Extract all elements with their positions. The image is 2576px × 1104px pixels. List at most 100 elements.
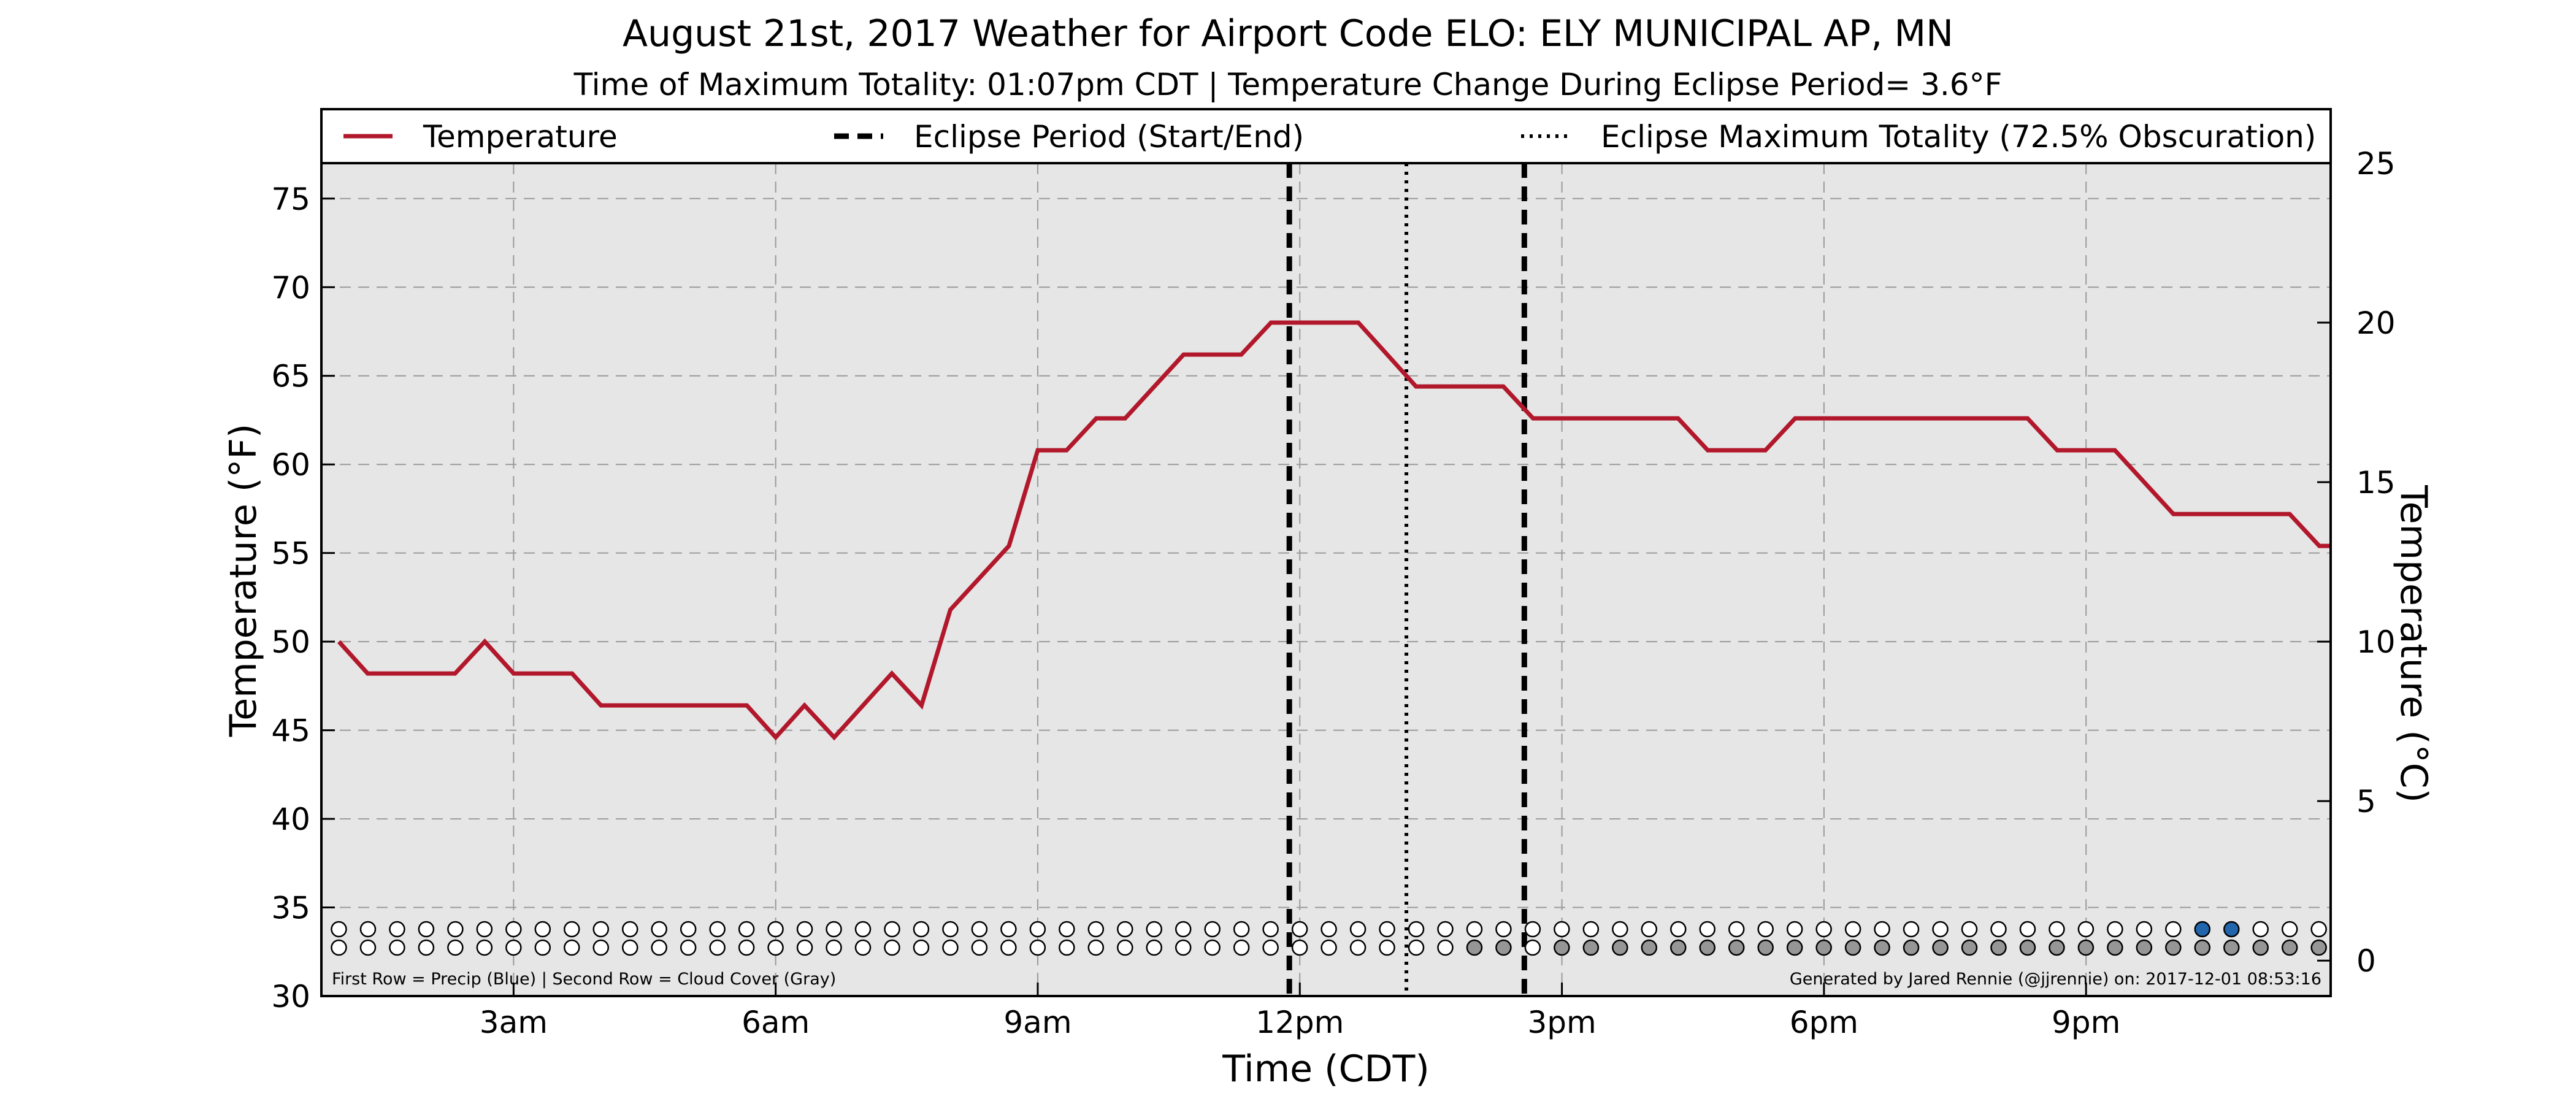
grid-lines	[321, 163, 2331, 996]
precip-indicator	[1874, 921, 1890, 938]
cloud-indicator	[1321, 939, 1337, 956]
precip-indicator	[942, 921, 959, 938]
cloud-indicator	[884, 939, 900, 956]
precip-indicator	[1408, 921, 1425, 938]
cloud-indicator	[534, 939, 551, 956]
cloud-indicator	[2049, 939, 2065, 956]
cloud-indicator	[1175, 939, 1192, 956]
x-tick-label: 9pm	[2052, 1005, 2120, 1040]
cloud-indicator	[1524, 939, 1541, 956]
cloud-indicator	[1087, 939, 1105, 956]
cloud-indicator	[1815, 939, 1832, 956]
x-tick-label: 12pm	[1255, 1005, 1344, 1040]
precip-indicator	[1641, 921, 1658, 938]
cloud-indicator	[651, 939, 667, 956]
precip-indicator	[971, 921, 988, 938]
precip-indicator	[1349, 921, 1367, 938]
cloud-indicator	[2194, 939, 2211, 956]
precip-indicator	[2194, 921, 2211, 938]
legend-label: Temperature	[423, 119, 618, 155]
cloud-indicator	[476, 939, 493, 956]
precip-indicator	[1670, 921, 1687, 938]
precip-indicator	[1932, 921, 1949, 938]
precip-indicator	[1233, 921, 1250, 938]
precip-indicator	[389, 921, 405, 938]
cloud-indicator	[1437, 939, 1454, 956]
precip-indicator	[2136, 921, 2153, 938]
y-right-tick-label: 25	[2356, 146, 2396, 182]
cloud-indicator	[709, 939, 726, 956]
cloud-indicator	[1495, 939, 1512, 956]
legend-label: Eclipse Maximum Totality (72.5% Obscurat…	[1601, 119, 2316, 155]
y-tick-label: 70	[271, 270, 310, 305]
cloud-indicator	[1844, 939, 1861, 956]
precip-indicator	[1844, 921, 1861, 938]
cloud-indicator	[621, 939, 638, 956]
precip-indicator	[913, 921, 930, 938]
precip-indicator	[534, 921, 551, 938]
precip-indicator	[418, 921, 435, 938]
cloud-indicator	[971, 939, 988, 956]
cloud-indicator	[1291, 939, 1308, 956]
cloud-indicator	[1233, 939, 1250, 956]
precip-indicator	[1262, 921, 1279, 938]
y-tick-label: 30	[271, 979, 310, 1014]
cloud-indicator	[1204, 939, 1221, 956]
x-tick-label: 9am	[1003, 1005, 1071, 1040]
precip-indicator	[1291, 921, 1308, 938]
precip-indicator	[796, 921, 813, 938]
precip-indicator	[2019, 921, 2036, 938]
x-tick-label: 3am	[480, 1005, 548, 1040]
cloud-indicator	[2252, 939, 2269, 956]
precip-indicator	[826, 921, 842, 938]
cloud-indicator	[2107, 939, 2123, 956]
y-tick-label: 35	[271, 891, 310, 926]
precip-indicator	[1524, 921, 1541, 938]
y-right-tick-label: 0	[2356, 943, 2376, 979]
precip-indicator	[1961, 921, 1978, 938]
precip-indicator	[1786, 921, 1803, 938]
precip-indicator	[651, 921, 667, 938]
precip-indicator	[476, 921, 493, 938]
cloud-indicator	[1641, 939, 1658, 956]
cloud-indicator	[2281, 939, 2298, 956]
precip-indicator	[1437, 921, 1454, 938]
legend: Temperature Eclipse Period (Start/End) Ecl…	[343, 119, 2316, 155]
precip-indicator	[1903, 921, 1920, 938]
precip-indicator	[738, 921, 755, 938]
cloud-indicator	[1059, 939, 1075, 956]
precip-indicator	[2165, 921, 2182, 938]
cloud-indicator	[1379, 939, 1395, 956]
y-tick-label: 65	[271, 359, 310, 394]
cloud-indicator	[564, 939, 580, 956]
cloud-indicator	[1990, 939, 2007, 956]
cloud-indicator	[2223, 939, 2240, 956]
cloud-indicator	[1408, 939, 1425, 956]
x-tick-label: 3pm	[1527, 1005, 1596, 1040]
temperature-line	[337, 320, 2331, 741]
cloud-indicator	[2077, 939, 2095, 956]
precip-indicator	[1029, 921, 1046, 938]
precip-indicator	[1379, 921, 1395, 938]
cloud-indicator	[331, 939, 347, 956]
precip-indicator	[621, 921, 638, 938]
y-right-tick-label: 10	[2356, 624, 2396, 660]
cloud-indicator	[738, 939, 755, 956]
cloud-indicator	[1786, 939, 1803, 956]
y-tick-label: 55	[271, 536, 310, 572]
cloud-indicator	[1000, 939, 1017, 956]
precip-indicator	[2049, 921, 2065, 938]
cloud-indicator	[913, 939, 930, 956]
y-right-tick-label: 20	[2356, 305, 2396, 341]
precip-indicator	[1582, 921, 1600, 938]
cloud-indicator	[592, 939, 609, 956]
axes: 30 35 40 45 50 55 60 65 70 75 0 5 10 15 20 25 3am 6am 9am 1…	[271, 146, 2395, 1040]
cloud-indicator	[854, 939, 872, 956]
cloud-indicator	[1349, 939, 1367, 956]
cloud-indicator	[942, 939, 959, 956]
cloud-indicator	[2136, 939, 2153, 956]
y-tick-label: 40	[271, 802, 310, 837]
precip-indicator	[1087, 921, 1105, 938]
cloud-indicator	[389, 939, 405, 956]
precip-indicator	[1554, 921, 1570, 938]
